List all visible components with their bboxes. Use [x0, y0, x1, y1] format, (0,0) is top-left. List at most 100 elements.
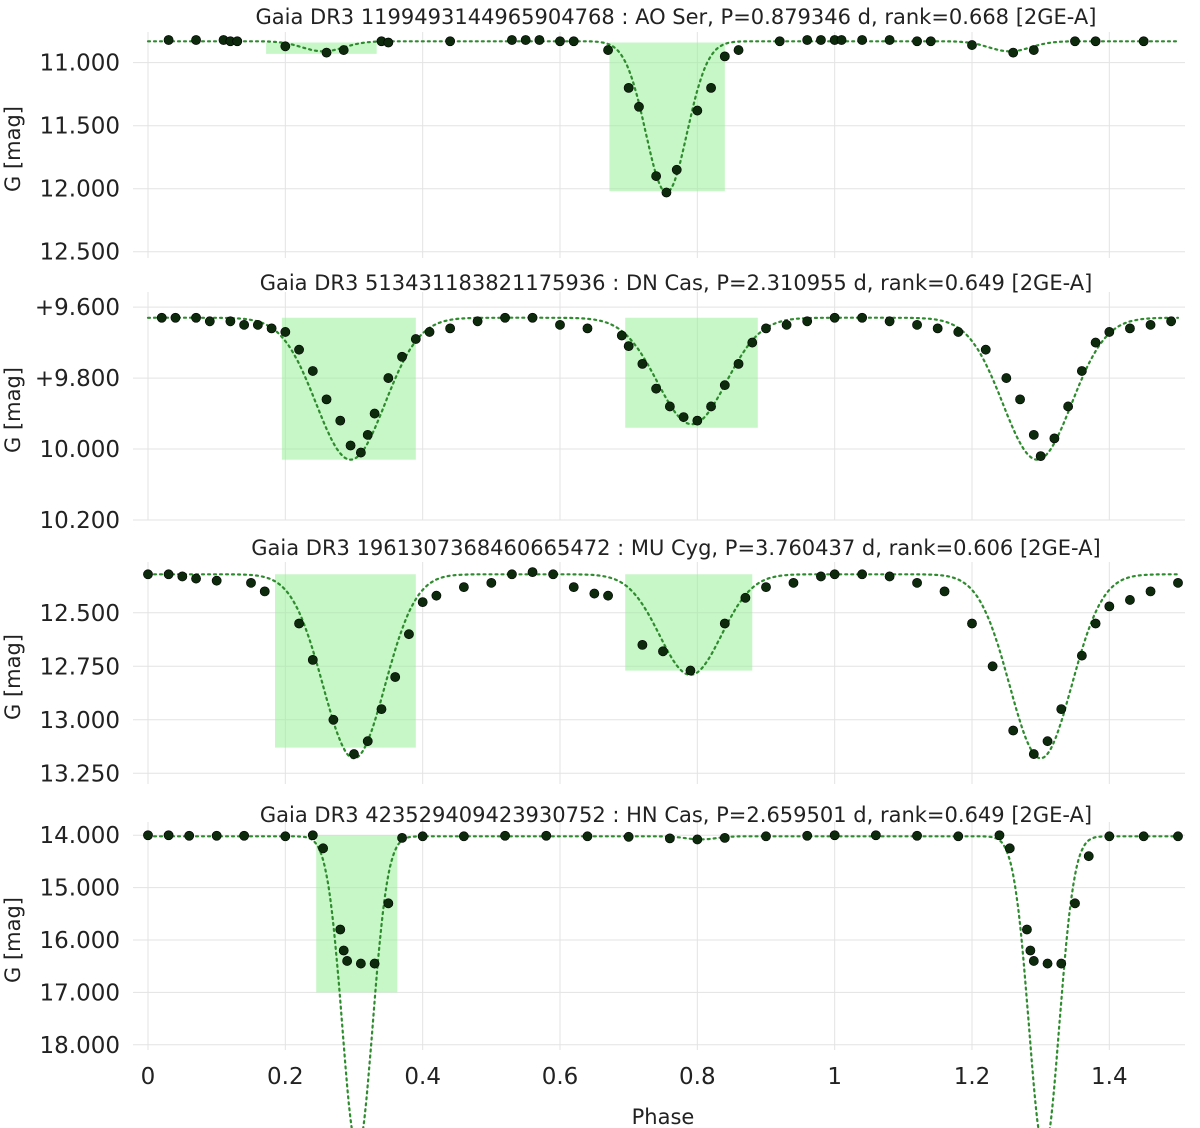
data-point — [1166, 316, 1177, 327]
data-point — [307, 654, 318, 665]
data-point — [259, 586, 270, 597]
y-tick-label: 15.000 — [40, 876, 120, 902]
data-point — [548, 569, 559, 580]
data-point — [912, 36, 922, 47]
data-point — [500, 312, 510, 323]
data-point — [163, 569, 174, 580]
data-point — [280, 41, 291, 52]
y-tick-label: +9.800 — [35, 366, 120, 392]
data-point — [651, 171, 662, 181]
data-point — [445, 323, 456, 334]
data-point — [623, 341, 634, 352]
data-point — [1015, 394, 1025, 405]
data-point — [1004, 843, 1015, 854]
data-point — [143, 830, 153, 841]
data-point — [692, 415, 703, 426]
data-point — [349, 749, 359, 759]
data-point — [211, 575, 222, 586]
data-point — [1104, 831, 1115, 842]
data-point — [994, 830, 1005, 841]
data-point — [342, 956, 353, 966]
data-point — [719, 51, 730, 62]
eclipse-highlight-box — [625, 317, 758, 428]
data-point — [1173, 831, 1183, 842]
y-tick-label: 12.750 — [40, 654, 120, 680]
data-point — [211, 830, 222, 841]
panel-title: Gaia DR3 1199493144965904768 : AO Ser, P… — [256, 5, 1097, 29]
data-point — [321, 394, 332, 405]
data-point — [1076, 366, 1087, 376]
y-axis-title: G [mag] — [1, 367, 25, 453]
data-point — [1138, 831, 1149, 842]
data-point — [527, 567, 538, 578]
data-point — [781, 319, 792, 330]
data-point — [355, 958, 366, 969]
data-point — [1028, 45, 1039, 55]
y-axis-title: G [mag] — [1, 897, 25, 983]
x-tick-label: 0 — [141, 1064, 156, 1090]
data-point — [507, 569, 517, 580]
data-point — [802, 35, 813, 45]
y-tick-label: 12.500 — [40, 601, 120, 627]
data-point — [321, 47, 332, 58]
data-point — [664, 833, 675, 844]
data-point — [967, 40, 977, 50]
data-point — [774, 36, 785, 47]
data-point — [661, 187, 672, 198]
data-point — [239, 319, 250, 330]
data-point — [788, 577, 799, 588]
y-tick-label: 14.000 — [40, 823, 120, 849]
data-point — [623, 82, 634, 93]
data-point — [424, 327, 435, 337]
data-point — [1028, 429, 1039, 440]
data-point — [397, 832, 407, 843]
eclipse-highlight-box — [316, 835, 398, 993]
data-point — [184, 830, 195, 841]
data-point — [634, 101, 644, 112]
data-point — [637, 640, 648, 650]
data-point — [362, 736, 373, 747]
data-point — [1070, 898, 1080, 909]
x-tick-label: 0.2 — [267, 1064, 304, 1090]
data-point — [603, 590, 613, 601]
data-point — [143, 569, 153, 580]
data-point — [472, 316, 483, 327]
data-point — [671, 164, 682, 175]
x-axis-title: Phase — [632, 1105, 695, 1128]
data-point — [1056, 958, 1067, 969]
data-point — [252, 319, 263, 330]
eclipse-highlight-box — [266, 42, 377, 54]
model-curve — [146, 40, 1180, 194]
data-point — [1125, 323, 1135, 334]
data-point — [1049, 433, 1060, 444]
data-point — [534, 35, 545, 45]
data-point — [685, 665, 696, 676]
y-tick-label: 11.500 — [40, 114, 120, 140]
data-point — [500, 830, 510, 841]
data-point — [397, 351, 407, 362]
data-point — [651, 383, 662, 394]
data-point — [191, 312, 201, 323]
data-point — [170, 312, 181, 323]
data-point — [733, 358, 744, 369]
data-point — [932, 323, 943, 334]
y-axis-title: G [mag] — [1, 634, 25, 720]
data-point — [1008, 725, 1019, 736]
data-point — [177, 571, 188, 582]
data-point — [884, 316, 895, 327]
data-point — [1070, 36, 1080, 47]
data-point — [761, 582, 771, 593]
data-point — [761, 831, 771, 842]
data-point — [678, 412, 689, 422]
y-tick-label: 12.000 — [40, 177, 120, 203]
data-point — [280, 831, 291, 842]
data-point — [953, 327, 964, 337]
data-point — [318, 843, 328, 854]
data-point — [582, 323, 593, 334]
data-point — [589, 588, 600, 599]
data-point — [953, 831, 964, 842]
data-point — [1083, 851, 1094, 862]
data-point — [163, 35, 174, 45]
data-point — [568, 582, 579, 593]
